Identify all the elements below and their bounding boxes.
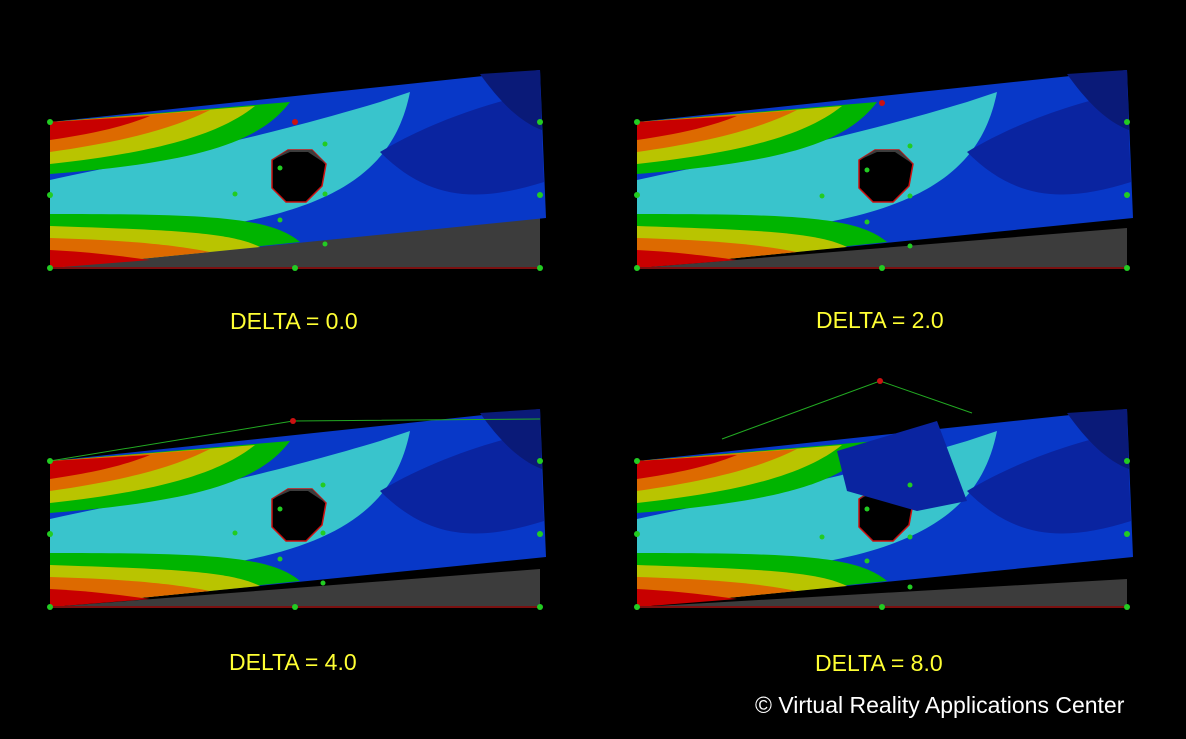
panel-delta-4 — [47, 408, 547, 610]
caption-delta-4: DELTA = 4.0 — [229, 649, 357, 675]
caption-delta-0: DELTA = 0.0 — [230, 308, 358, 334]
panel-delta-8 — [634, 378, 1134, 610]
caption-delta-2: DELTA = 2.0 — [816, 307, 944, 333]
copyright-credit: © Virtual Reality Applications Center — [755, 692, 1125, 718]
panel-delta-0 — [47, 69, 547, 271]
panel-delta-2 — [634, 69, 1134, 271]
caption-delta-8: DELTA = 8.0 — [815, 650, 943, 676]
